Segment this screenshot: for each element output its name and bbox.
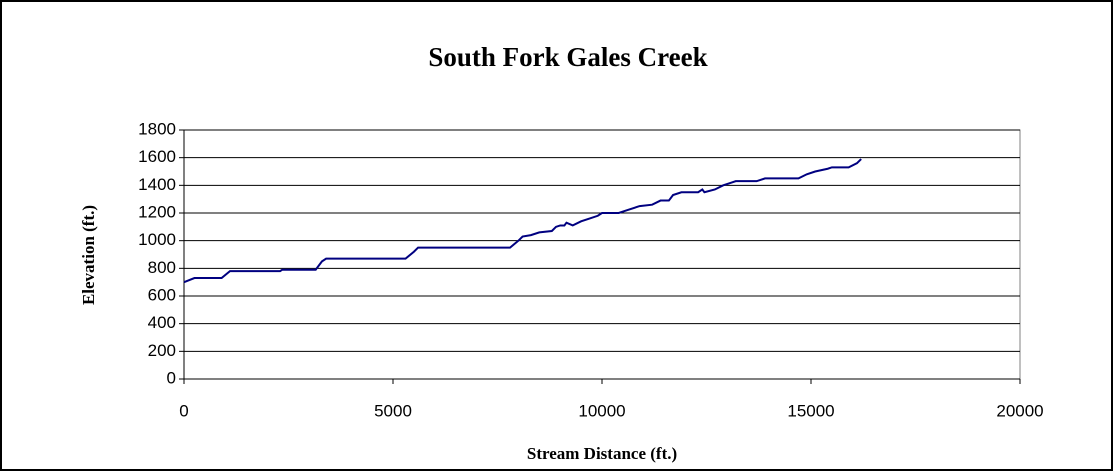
y-tick-label: 200 [148, 341, 176, 360]
y-tick-label: 800 [148, 258, 176, 277]
y-tick-label: 1800 [138, 119, 176, 138]
y-tick-label: 600 [148, 285, 176, 304]
y-axis-label: Elevation (ft.) [79, 205, 98, 305]
chart-title: South Fork Gales Creek [428, 42, 707, 72]
y-tick-label: 1200 [138, 202, 176, 221]
plot-area [183, 129, 1021, 380]
y-tick-label: 400 [148, 313, 176, 332]
data-line [183, 158, 862, 284]
y-tick-label: 1400 [138, 175, 176, 194]
y-tick-label: 0 [167, 368, 176, 387]
x-tick-label: 15000 [787, 401, 834, 420]
x-axis-label: Stream Distance (ft.) [527, 444, 677, 463]
x-tick-label: 10000 [578, 401, 625, 420]
x-tick-label: 5000 [374, 401, 412, 420]
y-tick-label: 1000 [138, 230, 176, 249]
y-tick-label: 1600 [138, 147, 176, 166]
x-tick-label: 20000 [996, 401, 1043, 420]
x-tick-label: 0 [179, 401, 188, 420]
